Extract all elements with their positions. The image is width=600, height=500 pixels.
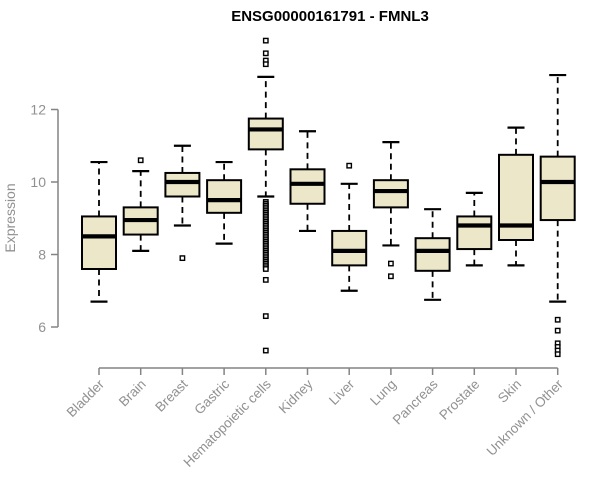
x-tick-label: Kidney: [276, 376, 316, 416]
box: [247, 117, 284, 151]
outlier-point: [262, 50, 269, 57]
x-tick-label: Skin: [495, 377, 524, 406]
box: [81, 215, 117, 270]
y-tick-label: 8: [38, 247, 46, 263]
y-tick-label: 10: [30, 174, 46, 190]
x-tick-label: Gastric: [191, 376, 232, 417]
x-tick-label: Brain: [116, 377, 149, 410]
outlier-point: [179, 255, 186, 262]
x-tick-label: Bladder: [64, 376, 108, 420]
outlier-point: [137, 157, 144, 164]
y-tick-label: 12: [30, 102, 46, 118]
box: [372, 179, 409, 209]
outlier-point: [554, 351, 561, 358]
outlier-point: [388, 260, 394, 267]
outlier-point: [554, 316, 561, 323]
box: [289, 168, 326, 205]
chart-title: ENSG00000161791 - FMNL3: [231, 8, 429, 25]
box: [456, 215, 493, 251]
box: [164, 171, 201, 198]
x-tick-label: Prostate: [436, 377, 482, 423]
outlier-point: [262, 313, 269, 320]
outlier-point: [262, 266, 269, 272]
x-tick-label: Unknown / Other: [484, 376, 567, 459]
outlier-point: [262, 37, 269, 44]
y-axis-label: Expression: [2, 183, 18, 252]
x-tick-label: Liver: [326, 376, 358, 408]
outlier-point: [388, 273, 394, 280]
box: [331, 229, 368, 267]
x-tick-label: Breast: [152, 376, 190, 414]
x-tick-label: Lung: [367, 377, 399, 409]
box: [414, 237, 451, 272]
y-tick-label: 6: [38, 319, 46, 335]
outlier-point: [262, 276, 269, 283]
outlier-point: [262, 347, 269, 354]
outlier-point: [262, 61, 269, 68]
box: [206, 179, 243, 214]
outlier-point: [554, 327, 561, 334]
box: [539, 155, 576, 222]
x-tick-label: Pancreas: [390, 376, 441, 427]
outlier-point: [346, 162, 353, 169]
